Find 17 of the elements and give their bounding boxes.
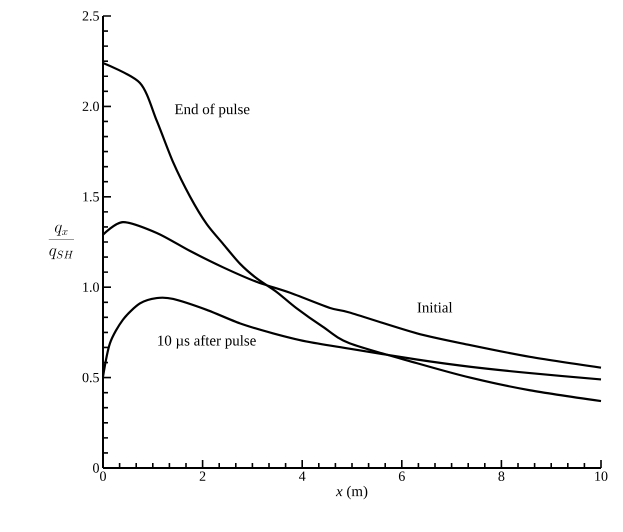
y-tick-label: 2.0: [82, 102, 99, 112]
y-tick-label: 0.5: [82, 372, 99, 382]
x-tick-label: 4: [298, 472, 306, 481]
y-tick-label: 1.0: [83, 282, 99, 292]
y-tick-label: 1.5: [83, 192, 99, 202]
y-tick-label: 0: [93, 463, 99, 473]
series-label: End of pulse: [174, 104, 250, 118]
x-axis-title: x (m): [336, 486, 368, 500]
y-axis-title: $\frac{q_x}{q_{SH}}$: [48, 224, 74, 260]
x-tick-label: 10: [595, 472, 608, 481]
series-label: Initial: [417, 302, 452, 313]
x-tick-label: 6: [398, 472, 405, 481]
y-tick-label: 2.5: [82, 11, 99, 21]
x-tick-label: 0: [100, 472, 106, 481]
x-tick-label: 8: [498, 472, 504, 481]
x-tick-label: 2: [200, 472, 206, 481]
series-label: 10 µs after pulse: [158, 334, 256, 349]
